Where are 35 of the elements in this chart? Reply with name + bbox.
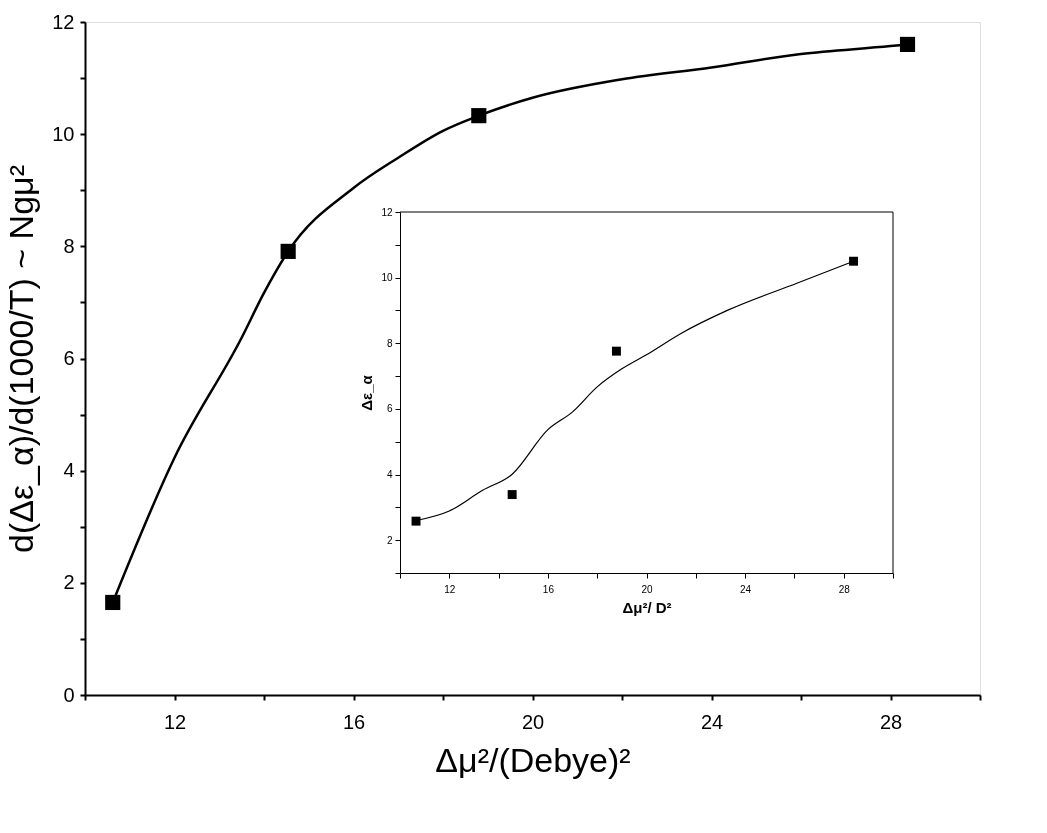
y-tick-label: 2 (386, 534, 393, 546)
y-tick-label: 12 (52, 10, 75, 33)
x-tick-label: 28 (838, 583, 851, 595)
y-tick-label: 10 (52, 122, 75, 145)
point (280, 243, 296, 259)
x-tick-label: 20 (521, 710, 545, 733)
x-tick-label: 16 (542, 583, 555, 595)
y-tick-label: 12 (381, 206, 393, 218)
y-tick-label: 6 (386, 403, 393, 415)
y-tick-label: 8 (386, 337, 393, 349)
x-axis-title: Δμ²/ D² (622, 598, 672, 616)
point (471, 108, 487, 124)
x-tick-label: 12 (163, 710, 187, 733)
x-tick-label: 20 (641, 583, 653, 595)
x-tick-label: 12 (444, 583, 456, 595)
y-tick-label: 6 (63, 347, 75, 369)
x-tick-label: 24 (740, 583, 752, 595)
x-axis-title: Δμ²/(Debye)² (435, 740, 631, 779)
point (899, 36, 916, 53)
y-axis-title: d(Δε_α)/d(1000/T) ~ Ngμ² (2, 165, 41, 553)
y-tick-label: 8 (63, 234, 75, 257)
point (611, 346, 621, 356)
y-tick-label: 0 (63, 683, 75, 706)
y-tick-label: 4 (386, 469, 393, 481)
y-tick-label: 2 (63, 571, 75, 594)
x-tick-label: 24 (700, 710, 724, 733)
y-tick-label: 4 (63, 459, 75, 482)
point (849, 256, 859, 266)
point (507, 490, 517, 500)
y-axis-title: Δε_α (358, 374, 376, 411)
x-tick-label: 28 (879, 710, 903, 733)
point (411, 516, 421, 526)
x-tick-label: 16 (342, 710, 366, 733)
y-tick-label: 10 (381, 272, 393, 284)
point (105, 594, 121, 611)
